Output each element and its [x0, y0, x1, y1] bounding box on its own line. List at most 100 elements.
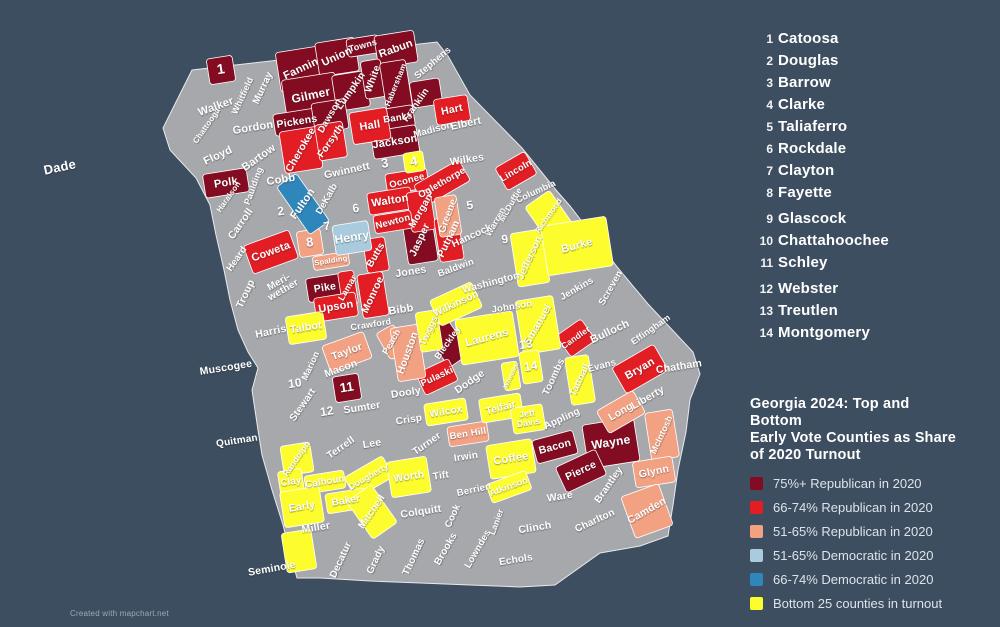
county-label-crisp: Crisp: [395, 413, 423, 428]
ranking-county-name: Treutlen: [778, 302, 838, 319]
ranking-number: 2: [766, 54, 773, 68]
county-pierce[interactable]: [555, 449, 607, 493]
legend-swatch-lb: [750, 549, 763, 562]
county-bryan[interactable]: [612, 344, 669, 394]
ranking-number: 11: [760, 256, 773, 270]
county-label-banks: Banks: [383, 110, 414, 125]
county-fulton[interactable]: [277, 173, 330, 234]
county-label-muscogee: Muscogee: [199, 358, 253, 378]
ranking-county-name: Catoosa: [778, 30, 839, 47]
ranking-number: 14: [759, 326, 773, 340]
ranking-number: 3: [766, 76, 773, 90]
county-wilcox[interactable]: [423, 397, 469, 427]
county-hart[interactable]: [433, 94, 471, 126]
ranking-number: 12: [759, 282, 773, 296]
ranking-item-clayton: 7 Clayton: [757, 162, 889, 179]
county-label-catoosa: 1: [216, 60, 226, 77]
county-twiggs[interactable]: [415, 309, 443, 353]
county-candler[interactable]: [556, 319, 595, 358]
county-label-jeff-davis: JeffDavis: [515, 407, 541, 429]
map-title-line-1: Georgia 2024: Top and Bottom: [750, 396, 910, 429]
county-early[interactable]: [279, 486, 325, 528]
county-label-jones: Jones: [395, 263, 428, 280]
county-label-early: Early: [288, 499, 316, 515]
county-henry[interactable]: [331, 220, 373, 256]
county-taylor[interactable]: [321, 331, 373, 373]
ranking-county-name: Barrow: [778, 74, 831, 91]
county-upson[interactable]: [313, 291, 359, 323]
county-catoosa[interactable]: [206, 55, 236, 85]
legend-label: 51-65% Republican in 2020: [773, 524, 933, 539]
county-jeff-davis[interactable]: [510, 403, 546, 435]
legend-swatch-s: [750, 525, 763, 538]
ranking-item-barrow: 3 Barrow: [757, 74, 889, 91]
county-monroe[interactable]: [356, 271, 390, 319]
ranking-county-name: Douglas: [778, 52, 839, 69]
legend-label: 75%+ Republican in 2020: [773, 476, 922, 491]
county-label-henry: Henry: [333, 228, 370, 247]
county-seminole[interactable]: [281, 528, 317, 574]
map-title-line-3: of 2020 Turnout: [750, 447, 861, 463]
ranking-item-douglas: 2 Douglas: [757, 52, 889, 69]
county-worth[interactable]: [386, 456, 432, 498]
county-label-polk: Polk: [213, 175, 239, 191]
ranking-list: 1 Catoosa 2 Douglas 3 Barrow 4 Clarke 5 Taliaferr…: [757, 30, 889, 346]
county-newton[interactable]: [372, 210, 414, 234]
county-clarke[interactable]: [402, 150, 426, 174]
county-long[interactable]: [596, 390, 645, 434]
legend-swatch-y: [750, 597, 763, 610]
county-label-tift: Tift: [432, 469, 450, 482]
county-label-wilcox: Wilcox: [429, 404, 464, 420]
ranking-county-name: Rockdale: [778, 140, 847, 157]
county-ben-hill[interactable]: [446, 421, 490, 447]
ranking-item-montgomery: 14 Montgomery: [757, 324, 889, 341]
legend-item: 51-65% Republican in 2020: [750, 524, 965, 540]
county-emanuel[interactable]: [515, 295, 561, 355]
ranking-number: 1: [766, 32, 773, 46]
ranking-county-name: Clayton: [778, 162, 835, 179]
county-atkinson[interactable]: [486, 470, 532, 504]
ranking-item-clarke: 4 Clarke: [757, 96, 889, 113]
county-spalding[interactable]: [312, 251, 350, 271]
county-label-sumter: Sumter: [343, 399, 382, 417]
county-label-ware: Ware: [546, 489, 574, 505]
county-polk[interactable]: [202, 167, 250, 199]
county-coweta[interactable]: [243, 230, 299, 275]
county-greene[interactable]: [434, 194, 462, 238]
county-label-quitman: Quitman: [215, 432, 258, 449]
county-label-hall: Hall: [359, 118, 382, 133]
legend-item: 51-65% Democratic in 2020: [750, 548, 965, 564]
legend-swatch-b: [750, 573, 763, 586]
ranking-county-name: Taliaferro: [778, 118, 848, 135]
county-label-fayette: 8: [305, 234, 315, 250]
county-camden[interactable]: [621, 483, 674, 539]
county-label-taliaferro: 5: [465, 198, 474, 213]
county-bacon[interactable]: [531, 430, 579, 464]
legend-label: Bottom 25 counties in turnout: [773, 596, 943, 611]
county-label-talbot: Talbot: [289, 319, 323, 336]
county-tattnall[interactable]: [564, 354, 596, 406]
county-hall[interactable]: [348, 107, 392, 145]
legend-label: 66-74% Democratic in 2020: [773, 572, 934, 587]
ranking-number: 4: [766, 98, 773, 112]
county-lincoln[interactable]: [495, 151, 537, 191]
county-label-coffee: Coffee: [493, 450, 530, 467]
county-label-bibb: Bibb: [388, 302, 415, 318]
county-burke[interactable]: [540, 216, 614, 276]
county-mitchell[interactable]: [347, 485, 398, 540]
county-label-wilkes: Wilkes: [449, 151, 485, 168]
ranking-county-name: Fayette: [778, 184, 832, 201]
county-label-worth: Worth: [393, 468, 426, 485]
county-montgomery[interactable]: [518, 349, 544, 385]
county-laurens[interactable]: [454, 310, 520, 366]
county-talbot[interactable]: [285, 311, 327, 345]
county-schley[interactable]: [332, 373, 362, 403]
county-wheeler[interactable]: [500, 360, 522, 392]
county-forsyth[interactable]: [314, 121, 348, 161]
county-label-baker: Baker: [331, 493, 361, 508]
county-label-webster: 12: [319, 403, 335, 419]
legend-label: 66-74% Republican in 2020: [773, 500, 933, 515]
ranking-county-name: Chattahoochee: [778, 232, 889, 249]
county-pulaski[interactable]: [416, 359, 459, 396]
